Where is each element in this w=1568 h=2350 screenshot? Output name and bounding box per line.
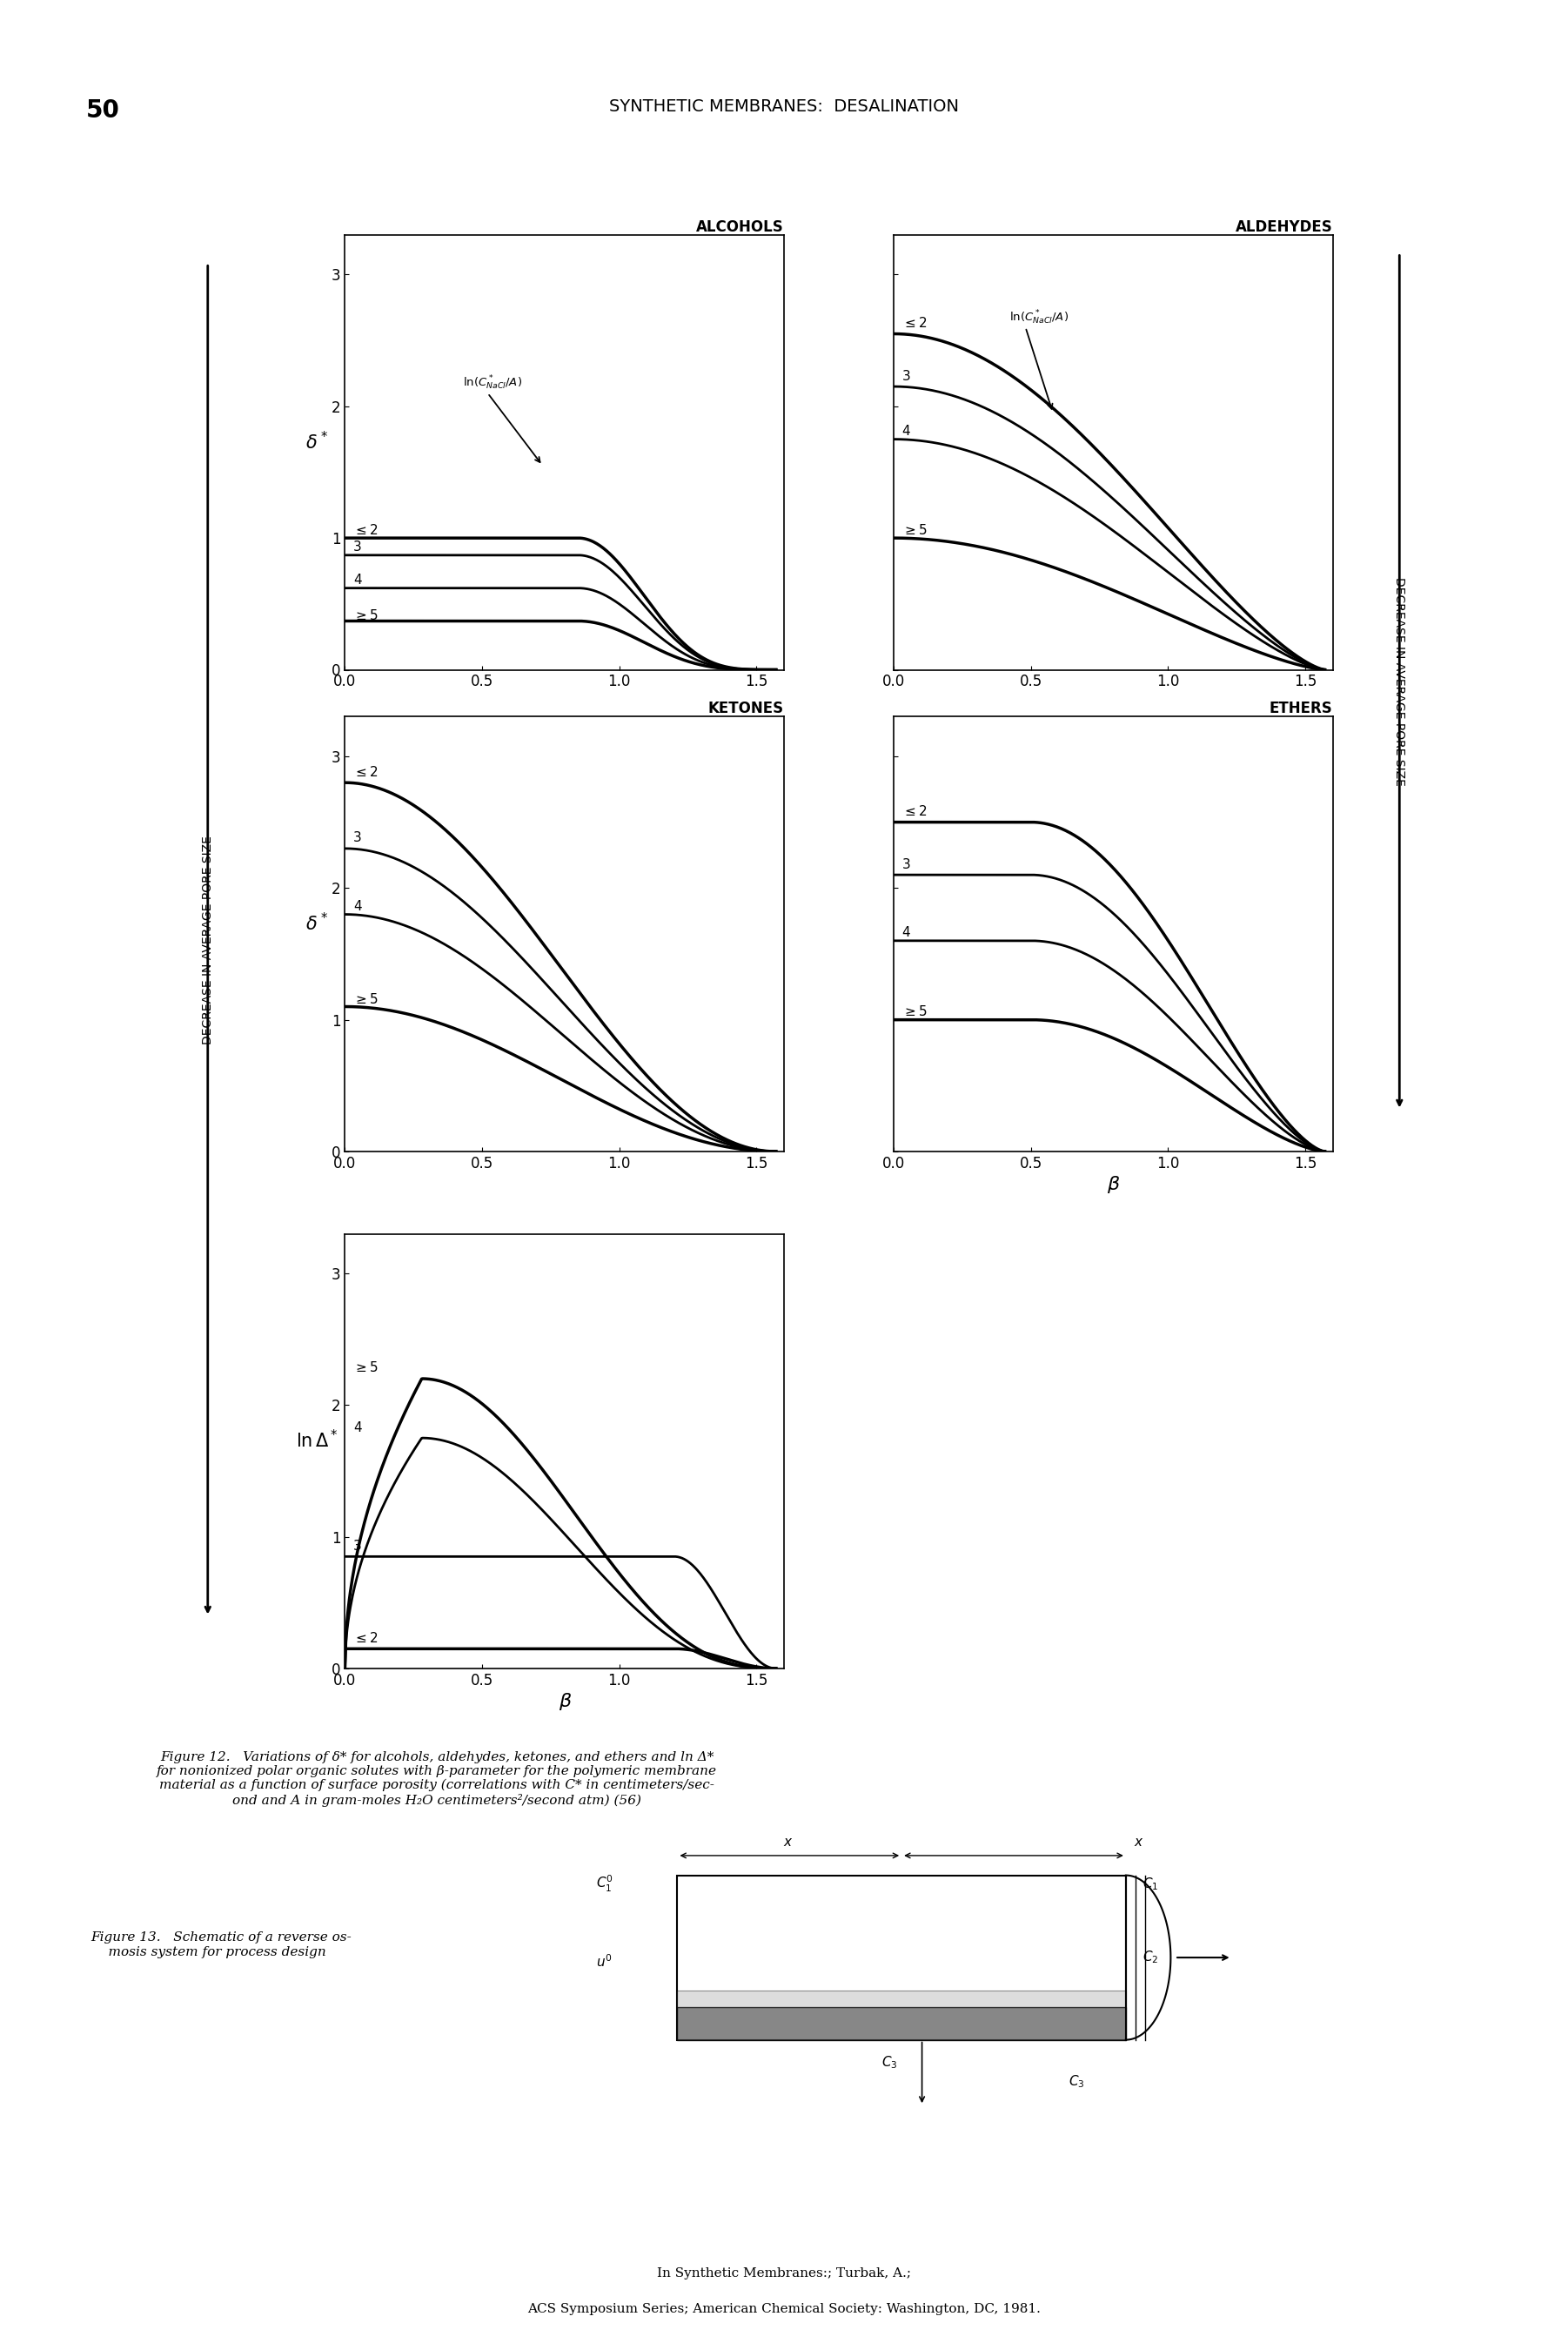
Text: KETONES: KETONES: [709, 700, 784, 717]
Text: $C_1^0$: $C_1^0$: [596, 1873, 613, 1894]
Text: $\leq$2: $\leq$2: [902, 804, 927, 818]
Text: ALCOHOLS: ALCOHOLS: [696, 219, 784, 235]
Bar: [677, 2007, 1126, 2040]
Y-axis label: $\delta^*$: $\delta^*$: [306, 912, 328, 935]
Text: 4: 4: [902, 425, 911, 437]
Text: $\geq$5: $\geq$5: [902, 1003, 927, 1018]
X-axis label: β: β: [1107, 1177, 1120, 1194]
Text: ALDEHYDES: ALDEHYDES: [1236, 219, 1333, 235]
Text: Figure 12.   Variations of δ* for alcohols, aldehydes, ketones, and ethers and l: Figure 12. Variations of δ* for alcohols…: [157, 1751, 717, 1807]
Bar: [677, 1990, 1126, 2007]
Text: 3: 3: [353, 540, 362, 555]
Text: $\geq$5: $\geq$5: [353, 1361, 378, 1375]
Text: $\leq$2: $\leq$2: [353, 764, 378, 778]
Y-axis label: $\delta^*$: $\delta^*$: [306, 430, 328, 451]
Text: $\leq$2: $\leq$2: [353, 522, 378, 536]
Text: 4: 4: [353, 900, 362, 914]
Text: DECREASE IN AVERAGE PORE SIZE: DECREASE IN AVERAGE PORE SIZE: [202, 837, 213, 1043]
Text: Figure 13.   Schematic of a reverse os-
    mosis system for process design: Figure 13. Schematic of a reverse os- mo…: [91, 1932, 351, 1958]
Text: 3: 3: [353, 832, 362, 844]
Text: $C_1$: $C_1$: [1142, 1875, 1159, 1892]
Text: $\ln(C^*_{NaCl}/A)$: $\ln(C^*_{NaCl}/A)$: [1010, 308, 1068, 327]
Text: $u^0$: $u^0$: [596, 1953, 612, 1969]
Text: ETHERS: ETHERS: [1270, 700, 1333, 717]
Text: $C_2$: $C_2$: [1142, 1948, 1159, 1965]
Text: $C_3$: $C_3$: [881, 2054, 897, 2070]
Text: 50: 50: [86, 99, 121, 122]
Text: 4: 4: [353, 573, 362, 588]
Y-axis label: $\ln\Delta^*$: $\ln\Delta^*$: [296, 1429, 339, 1450]
Text: $\geq$5: $\geq$5: [353, 609, 378, 623]
Text: $\geq$5: $\geq$5: [353, 992, 378, 1006]
Text: ACS Symposium Series; American Chemical Society: Washington, DC, 1981.: ACS Symposium Series; American Chemical …: [527, 2303, 1041, 2315]
Text: x: x: [784, 1835, 792, 1849]
Text: 3: 3: [902, 858, 911, 872]
Bar: [677, 1875, 1126, 2040]
Text: $\leq$2: $\leq$2: [353, 1631, 378, 1645]
Text: 4: 4: [353, 1422, 362, 1434]
Text: DECREASE IN AVERAGE PORE SIZE: DECREASE IN AVERAGE PORE SIZE: [1394, 578, 1405, 785]
Text: $\geq$5: $\geq$5: [902, 522, 927, 536]
Text: In Synthetic Membranes:; Turbak, A.;: In Synthetic Membranes:; Turbak, A.;: [657, 2268, 911, 2280]
Text: 3: 3: [353, 1539, 362, 1553]
Text: 3: 3: [902, 369, 911, 383]
Text: SYNTHETIC MEMBRANES:  DESALINATION: SYNTHETIC MEMBRANES: DESALINATION: [608, 99, 960, 115]
Text: $\ln(C^*_{NaCl}/A)$: $\ln(C^*_{NaCl}/A)$: [463, 374, 522, 392]
Text: $\leq$2: $\leq$2: [902, 315, 927, 329]
X-axis label: β: β: [558, 1694, 571, 1711]
Text: x: x: [1134, 1835, 1142, 1849]
Text: $C_3$: $C_3$: [1069, 2073, 1085, 2089]
Text: 4: 4: [902, 926, 911, 940]
